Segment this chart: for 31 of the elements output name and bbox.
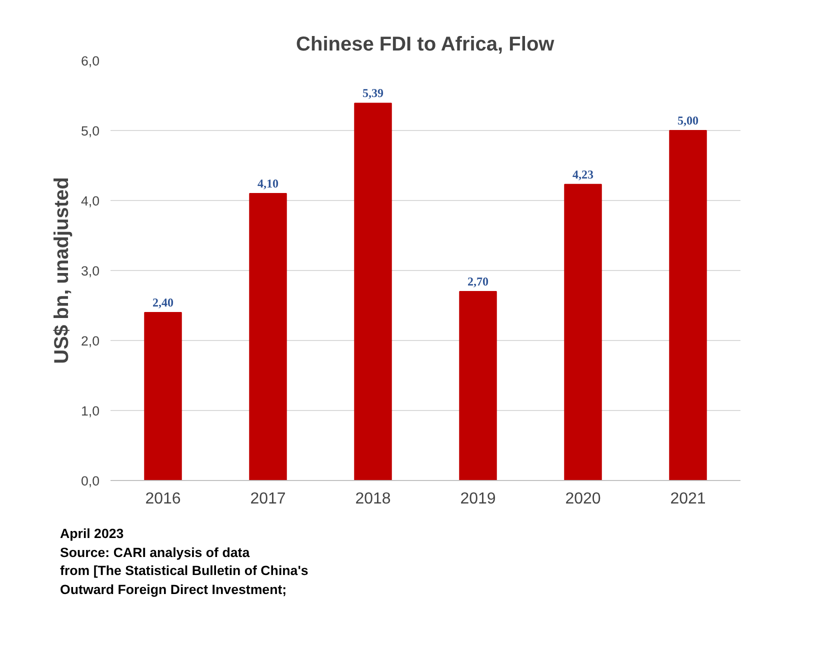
annotation: Outward Foreign Direct Investment;: [60, 580, 288, 599]
data-label: 2,70: [468, 274, 488, 288]
data-label: 2,40: [152, 296, 174, 310]
x-tick-label: 2016: [145, 490, 181, 508]
bar: [144, 312, 182, 480]
y-tick-label: 5,0: [80, 124, 100, 138]
bar: [249, 193, 287, 480]
annotation: from [The Statistical Bulletin of China's: [60, 562, 308, 580]
y-tick-label: 0,0: [80, 474, 100, 488]
x-tick-label: 2018: [355, 490, 391, 508]
x-tick-label: 2020: [565, 490, 601, 508]
bar: [669, 130, 707, 480]
x-tick-label: 2019: [460, 490, 496, 508]
chart-title: Chinese FDI to Africa, Flow: [296, 34, 555, 56]
y-tick-label: 3,0: [80, 264, 100, 278]
bar: [354, 102, 392, 480]
y-tick-label: 2,0: [80, 334, 100, 348]
annotation: Source: CARI analysis of data: [60, 544, 251, 562]
y-tick-label: 1,0: [80, 404, 100, 418]
y-tick-label: 6,0: [80, 54, 100, 68]
data-label: 4,23: [572, 167, 594, 182]
data-label: 5,39: [362, 86, 384, 100]
data-label: 4,10: [258, 176, 278, 190]
bar: [459, 291, 497, 480]
annotation: April 2023: [60, 525, 125, 543]
x-tick-label: 2017: [250, 490, 286, 508]
y-tick-label: 4,0: [80, 194, 100, 208]
bar: [564, 184, 602, 480]
x-tick-label: 2021: [670, 490, 706, 508]
y-axis-title: US$ bn, unadjusted: [50, 177, 73, 364]
data-label: 5,00: [678, 114, 698, 128]
